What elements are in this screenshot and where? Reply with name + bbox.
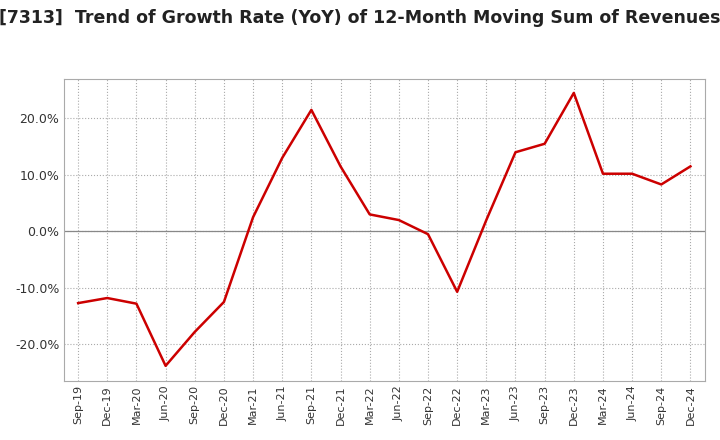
Text: [7313]  Trend of Growth Rate (YoY) of 12-Month Moving Sum of Revenues: [7313] Trend of Growth Rate (YoY) of 12-… — [0, 9, 720, 27]
